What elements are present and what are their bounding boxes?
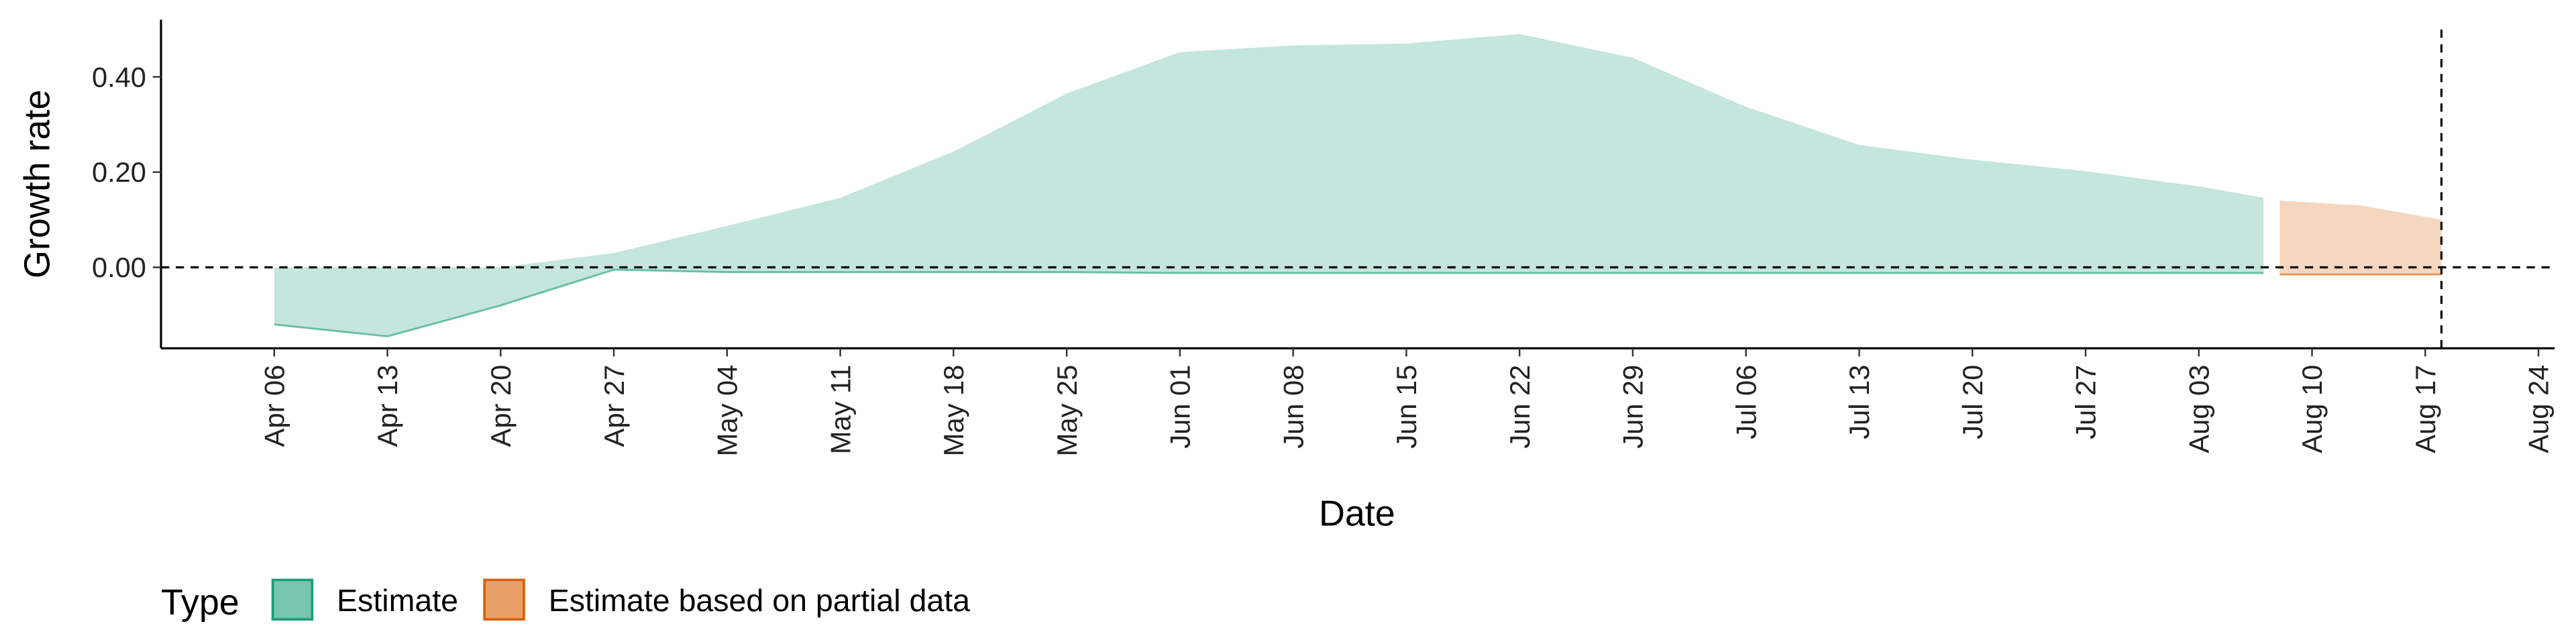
x-tick-label: May 25	[1051, 365, 1083, 457]
legend-key	[271, 578, 314, 621]
x-tick-label: Jul 20	[1957, 365, 1988, 439]
x-tick-label: Apr 06	[258, 365, 290, 447]
x-tick-label: Jun 15	[1391, 365, 1422, 449]
y-axis-title: Growth rate	[17, 90, 57, 278]
legend-label: Estimate based on partial data	[549, 583, 970, 618]
x-tick-label: Jun 22	[1504, 365, 1536, 449]
y-tick-label: 0.20	[92, 156, 146, 188]
ribbon-area	[274, 34, 2264, 337]
x-tick-label: Jul 06	[1730, 365, 1762, 439]
y-tick-label: 0.40	[92, 61, 146, 93]
x-tick-label: May 18	[938, 365, 969, 457]
x-tick-label: Jun 08	[1277, 365, 1309, 449]
legend-label: Estimate	[337, 583, 458, 618]
y-tick-label: 0.00	[92, 252, 146, 283]
x-tick-label: Jun 29	[1617, 365, 1649, 449]
x-tick-label: May 04	[712, 365, 743, 457]
x-tick-label: Apr 20	[485, 365, 517, 447]
legend-key	[483, 578, 525, 621]
x-tick-label: Jul 13	[1843, 365, 1875, 439]
x-tick-label: Apr 13	[372, 365, 403, 447]
ribbon-area	[2279, 201, 2442, 275]
x-axis-title: Date	[1319, 494, 1395, 534]
x-tick-label: Jun 01	[1165, 365, 1196, 449]
x-tick-label: Aug 03	[2183, 365, 2214, 453]
x-tick-label: May 11	[824, 365, 856, 454]
x-tick-label: Aug 17	[2410, 365, 2441, 453]
x-tick-label: Jul 27	[2070, 365, 2102, 439]
x-tick-label: Aug 24	[2523, 365, 2555, 453]
x-tick-label: Aug 10	[2296, 365, 2328, 453]
legend-title: Type	[161, 582, 239, 623]
ribbon-lower-edge	[274, 268, 2264, 337]
x-tick-label: Apr 27	[598, 365, 630, 447]
